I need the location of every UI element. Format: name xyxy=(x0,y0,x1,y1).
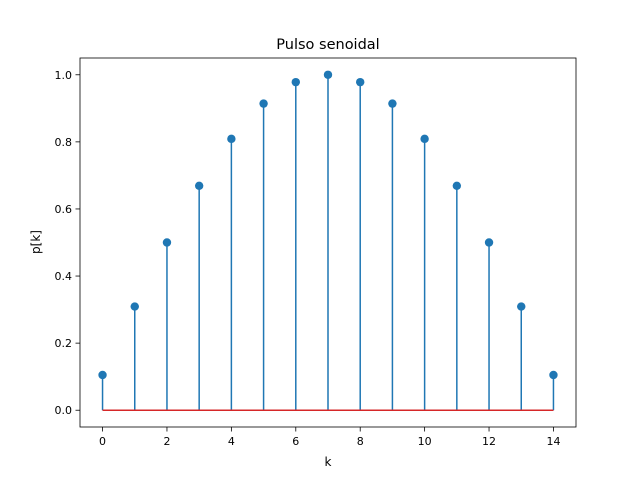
x-ticks: 0 2 4 6 8 10 12 14 xyxy=(99,427,560,448)
y-tick-label: 0.8 xyxy=(55,136,73,149)
y-tick-label: 0.6 xyxy=(55,203,73,216)
x-tick-label: 6 xyxy=(292,435,299,448)
x-tick-label: 4 xyxy=(228,435,235,448)
stem-marker xyxy=(484,238,494,247)
x-tick-label: 12 xyxy=(482,435,496,448)
y-axis-label: p[k] xyxy=(29,230,43,254)
stem-marker xyxy=(356,77,365,87)
stem-marker xyxy=(420,134,429,144)
stem-marker xyxy=(259,99,268,108)
stem-marker xyxy=(162,238,172,247)
x-tick-label: 14 xyxy=(546,435,560,448)
y-tick-label: 0.0 xyxy=(55,404,73,417)
stem-marker xyxy=(291,77,300,87)
stem-marker xyxy=(130,302,139,311)
y-tick-label: 1.0 xyxy=(55,69,73,82)
chart-title: Pulso senoidal xyxy=(276,37,379,53)
y-tick-label: 0.4 xyxy=(55,270,73,283)
y-ticks: 0.0 0.2 0.4 0.6 0.8 1.0 xyxy=(55,69,80,417)
x-tick-label: 2 xyxy=(163,435,170,448)
stem-marker xyxy=(517,302,526,311)
axes-frame xyxy=(79,57,577,428)
x-tick-label: 10 xyxy=(418,435,432,448)
stem-marker xyxy=(98,370,107,380)
stem-marker xyxy=(388,99,397,108)
x-tick-label: 8 xyxy=(357,435,364,448)
stems-layer xyxy=(101,74,555,411)
x-axis-label: k xyxy=(325,455,332,469)
stem-marker xyxy=(452,181,462,191)
stem-marker xyxy=(323,70,333,79)
markers-layer xyxy=(98,70,558,380)
x-tick-label: 0 xyxy=(99,435,106,448)
stem-marker xyxy=(194,181,204,191)
y-tick-label: 0.2 xyxy=(55,337,73,350)
stem-marker xyxy=(227,134,236,144)
stem-marker xyxy=(549,370,558,380)
